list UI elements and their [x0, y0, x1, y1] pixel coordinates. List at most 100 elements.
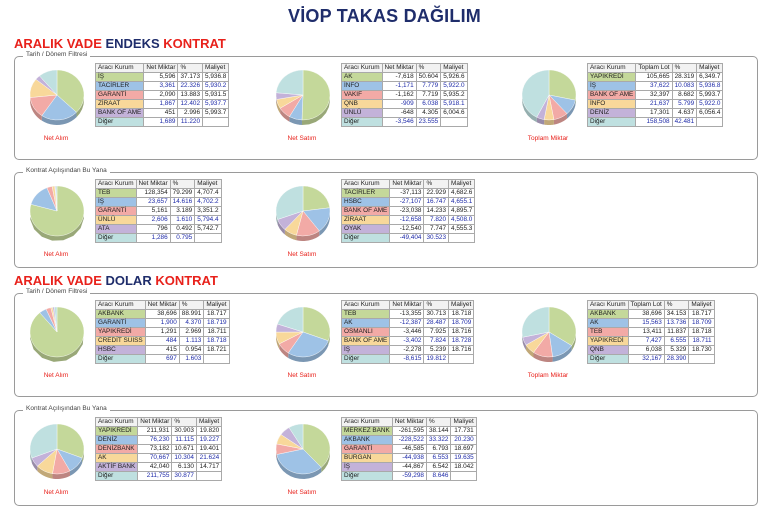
cost-cell: 5,742.7: [194, 224, 222, 234]
percent-cell: 30.877: [171, 471, 197, 481]
cost-cell: [201, 117, 230, 127]
pie-chart: [29, 69, 85, 125]
quantity-cell: 73,182: [137, 444, 173, 454]
pie-caption: Net Alım: [43, 135, 69, 142]
percent-cell: 10.083: [671, 81, 698, 91]
percent-cell: 6.130: [171, 462, 197, 472]
table-row: Diğer 32,167 28.390: [587, 354, 715, 364]
quantity-cell: 1,689: [143, 117, 179, 127]
column-header: Net Miktar: [137, 417, 173, 427]
pie-chart: [29, 185, 85, 241]
cost-cell: 3,351.2: [194, 206, 222, 216]
pie-slice-edge: [280, 108, 290, 122]
column-header: Aracı Kurum: [341, 63, 383, 73]
percent-cell: 28.319: [671, 72, 698, 82]
pie-chart: [275, 306, 331, 362]
percent-cell: 79.299: [169, 188, 196, 198]
percent-cell: 7.719: [415, 90, 442, 100]
table-row: QNB -909 6.038 5,918.1: [341, 99, 468, 109]
percent-cell: 13.736: [663, 318, 690, 328]
quantity-cell: 451: [143, 108, 179, 118]
cost-cell: 4,707.4: [194, 188, 222, 198]
cost-cell: 4,682.6: [447, 188, 476, 198]
quantity-cell: 2,090: [143, 90, 179, 100]
table-row: GARANTİ 1,900 4.370 18.719: [95, 318, 230, 328]
percent-cell: 7.820: [423, 215, 449, 225]
quantity-cell: 105,665: [635, 72, 673, 82]
percent-cell: 3.189: [169, 206, 196, 216]
table-row: İŞ 37,622 10.083 5,936.8: [586, 81, 724, 91]
cost-cell: 18.718: [203, 336, 230, 346]
cost-cell: 4,555.3: [447, 224, 476, 234]
pie-slice: [302, 306, 331, 342]
table-row: Diğer -8,615 19.812: [340, 354, 475, 364]
pie-slice: [39, 69, 58, 96]
table-row: YAPIKREDİ 7,427 6.555 18.711: [587, 336, 715, 346]
broker-name: GARANTİ: [341, 444, 393, 454]
quantity-cell: -1,171: [381, 81, 417, 91]
pie-slice-edge: [289, 116, 302, 125]
quantity-cell: 38,696: [627, 309, 665, 319]
percent-cell: 22.929: [423, 188, 449, 198]
section-heading-dolar: ARALIK VADE DOLAR KONTRAT: [14, 273, 218, 288]
table-row: BANK OF AME -3,402 7.824 18.728: [340, 336, 475, 346]
cost-cell: 18.730: [688, 345, 715, 355]
broker-name: CREDİT SUISS: [95, 336, 146, 346]
heading-part: KONTRAT: [163, 36, 226, 51]
quantity-cell: 32,167: [627, 354, 665, 364]
broker-table: Aracı Kurum Net Miktar% Maliyet AKBANK 38,69…: [95, 300, 230, 364]
quantity-cell: 42,040: [137, 462, 173, 472]
broker-table: Aracı Kurum Toplam Lot% Maliyet AKBANK 38,69…: [587, 300, 715, 364]
cost-cell: 18.711: [688, 336, 715, 346]
cost-cell: 5,930.2: [201, 81, 230, 91]
pie-caption: Toplam Miktar: [527, 372, 569, 379]
quantity-cell: -44,938: [391, 453, 427, 463]
pie-slice: [288, 423, 304, 450]
cost-cell: 5,931.5: [201, 90, 230, 100]
percent-cell: 4.637: [671, 108, 698, 118]
column-header: Aracı Kurum: [94, 63, 145, 73]
broker-name: BURGAN: [341, 453, 393, 463]
broker-name: AK: [340, 318, 391, 328]
table-row: BANK OF AME 32,397 8.682 5,993.7: [586, 90, 724, 100]
table-row: İNFO -1,171 7.779 5,922.0: [341, 81, 468, 91]
column-header: Aracı Kurum: [340, 179, 391, 189]
broker-name: AKBANK: [341, 435, 393, 445]
cost-cell: 18.728: [447, 336, 475, 346]
column-header: Maliyet: [440, 63, 468, 73]
cost-cell: 4,655.1: [447, 197, 476, 207]
column-header: Maliyet: [194, 179, 222, 189]
percent-cell: 11.115: [171, 435, 197, 445]
cost-cell: 17.731: [450, 426, 477, 436]
broker-name: İŞ: [586, 81, 637, 91]
broker-name: VAKIF: [341, 90, 383, 100]
broker-name: YAPIKREDİ: [586, 72, 637, 82]
table-row: CREDİT SUISS 484 1.113 18.718: [95, 336, 230, 346]
table-row: Diğer 1,689 11.220: [94, 117, 230, 127]
broker-name: BANK OF AME: [340, 206, 391, 216]
broker-name: Diğer: [94, 117, 145, 127]
percent-cell: 6.553: [425, 453, 452, 463]
cost-cell: 6,056.4: [696, 108, 724, 118]
panel-legend: Tarih / Dönem Filtresi: [23, 288, 91, 295]
table-row: İŞ 5,596 37.173 5,936.8: [94, 72, 230, 82]
column-header: Maliyet: [201, 63, 230, 73]
cost-cell: 18.717: [688, 309, 715, 319]
table-row: GARANTİ -46,585 6.793 18.697: [341, 444, 477, 454]
table-row: AK 15,563 13.736 18.709: [587, 318, 715, 328]
broker-name: TACİRLER: [340, 188, 391, 198]
broker-name: GARANTİ: [95, 206, 137, 216]
cost-cell: 18.718: [688, 327, 715, 337]
percent-cell: 12.402: [177, 99, 203, 109]
broker-table: Aracı Kurum Net Miktar% Maliyet TACİRLER -37…: [340, 179, 476, 243]
quantity-cell: -3,446: [389, 327, 425, 337]
quantity-cell: 5,596: [143, 72, 179, 82]
table-row: DENİZ 76,230 11.115 19.227: [94, 435, 223, 445]
pie-chart: [29, 306, 85, 362]
column-header: Net Miktar: [381, 63, 417, 73]
quantity-cell: -8,615: [389, 354, 425, 364]
broker-name: QNB: [341, 99, 383, 109]
cost-cell: 20.230: [450, 435, 477, 445]
table-row: Diğer 697 1.603: [95, 354, 230, 364]
percent-cell: 19.812: [423, 354, 449, 364]
